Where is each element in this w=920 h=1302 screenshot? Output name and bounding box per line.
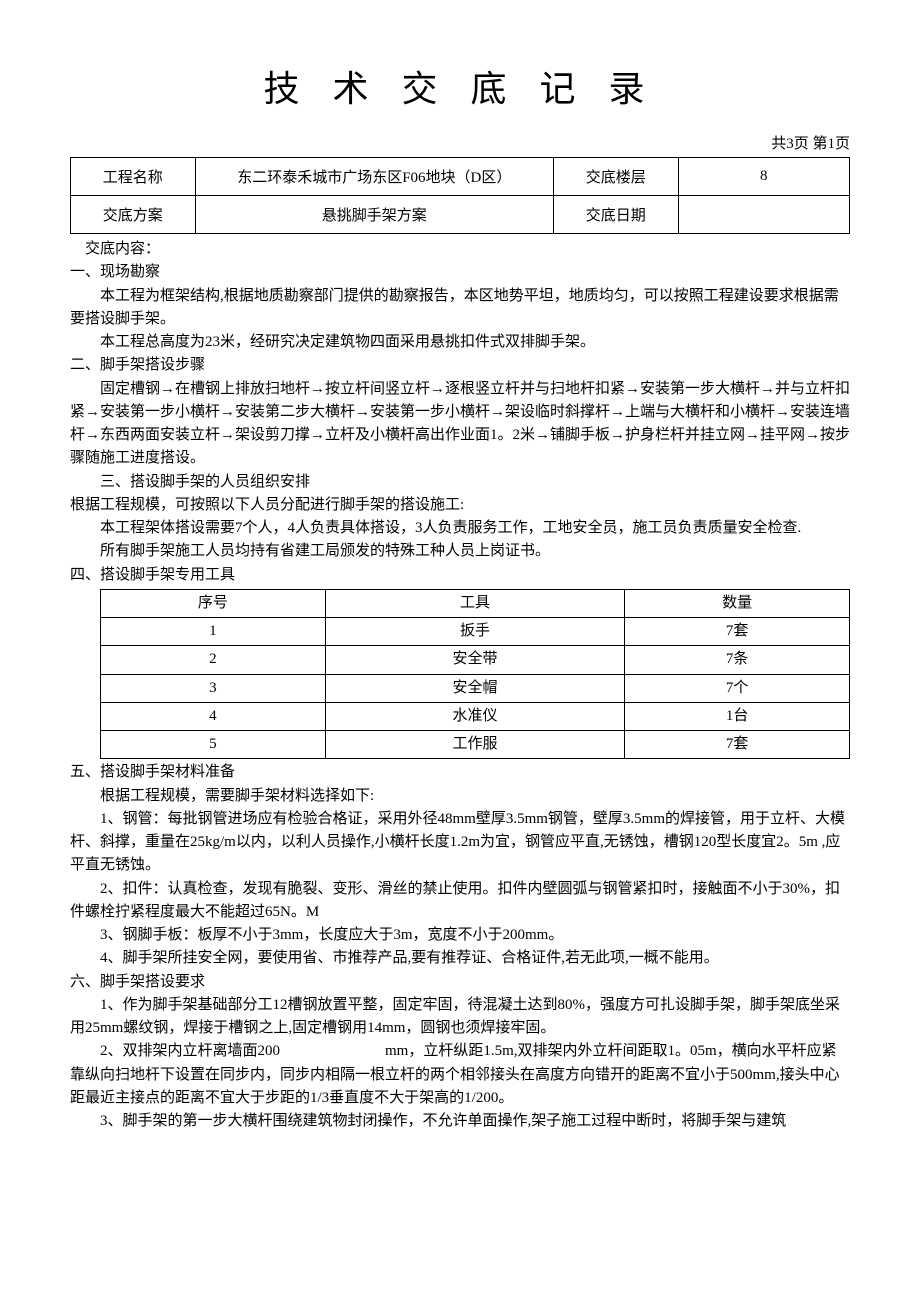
- cell: 2: [101, 646, 326, 674]
- tools-table: 序号 工具 数量 1 扳手 7套 2 安全带 7条 3 安全帽 7个 4 水准仪…: [100, 589, 850, 760]
- content-body: 交底内容： 一、现场勘察 本工程为框架结构,根据地质勘察部门提供的勘察报告，本区…: [70, 238, 850, 1133]
- section-1-p2: 本工程总高度为23米，经研究决定建筑物四面采用悬挑扣件式双排脚手架。: [70, 331, 850, 354]
- tools-h1: 序号: [101, 589, 326, 617]
- cell: 1: [101, 618, 326, 646]
- table-row: 交底方案 悬挑脚手架方案 交底日期: [71, 196, 850, 234]
- cell: 安全带: [325, 646, 625, 674]
- table-row: 序号 工具 数量: [101, 589, 850, 617]
- cell: 3: [101, 674, 326, 702]
- cell: 水准仪: [325, 702, 625, 730]
- date-value: [678, 196, 849, 234]
- section-3-p1: 根据工程规模，可按照以下人员分配进行脚手架的搭设施工:: [70, 494, 850, 517]
- section-6-p1: 1、作为脚手架基础部分工12槽钢放置平整，固定牢固，待混凝土达到80%，强度方可…: [70, 994, 850, 1041]
- cell: 7套: [625, 731, 850, 759]
- date-label: 交底日期: [553, 196, 678, 234]
- floor-label: 交底楼层: [553, 158, 678, 196]
- section-3-p3: 所有脚手架施工人员均持有省建工局颁发的特殊工种人员上岗证书。: [70, 540, 850, 563]
- section-6-p2: 2、双排架内立杆离墙面200 mm，立杆纵距1.5m,双排架内外立杆间距取1。0…: [70, 1040, 850, 1110]
- section-5-p1: 根据工程规模，需要脚手架材料选择如下:: [70, 785, 850, 808]
- cell: 扳手: [325, 618, 625, 646]
- tools-h3: 数量: [625, 589, 850, 617]
- cell: 1台: [625, 702, 850, 730]
- section-5-p5: 4、脚手架所挂安全网，要使用省、市推荐产品,要有推荐证、合格证件,若无此项,一概…: [70, 947, 850, 970]
- cell: 7条: [625, 646, 850, 674]
- section-5-p3: 2、扣件：认真检查，发现有脆裂、变形、滑丝的禁止使用。扣件内壁圆弧与钢管紧扣时，…: [70, 878, 850, 925]
- section-5-title: 五、搭设脚手架材料准备: [70, 761, 850, 784]
- section-2-title: 二、脚手架搭设步骤: [70, 354, 850, 377]
- table-row: 3 安全帽 7个: [101, 674, 850, 702]
- section-3-title: 三、搭设脚手架的人员组织安排: [70, 471, 850, 494]
- floor-value: 8: [678, 158, 849, 196]
- section-1-title: 一、现场勘察: [70, 261, 850, 284]
- table-row: 工程名称 东二环泰禾城市广场东区F06地块（D区） 交底楼层 8: [71, 158, 850, 196]
- section-6-p3: 3、脚手架的第一步大横杆围绕建筑物封闭操作，不允许单面操作,架子施工过程中断时，…: [70, 1110, 850, 1133]
- section-6-title: 六、脚手架搭设要求: [70, 971, 850, 994]
- section-1-p1: 本工程为框架结构,根据地质勘察部门提供的勘察报告，本区地势平坦，地质均匀，可以按…: [70, 285, 850, 332]
- table-row: 5 工作服 7套: [101, 731, 850, 759]
- cell: 7个: [625, 674, 850, 702]
- cell: 工作服: [325, 731, 625, 759]
- doc-title: 技 术 交 底 记 录: [70, 60, 850, 112]
- table-row: 4 水准仪 1台: [101, 702, 850, 730]
- table-row: 1 扳手 7套: [101, 618, 850, 646]
- page-info: 共3页 第1页: [70, 132, 850, 153]
- cell: 4: [101, 702, 326, 730]
- cell: 5: [101, 731, 326, 759]
- table-row: 2 安全带 7条: [101, 646, 850, 674]
- intro-label: 交底内容：: [70, 238, 850, 261]
- section-3-p2: 本工程架体搭设需要7个人，4人负责具体搭设，3人负责服务工作，工地安全员，施工员…: [70, 517, 850, 540]
- plan-label: 交底方案: [71, 196, 196, 234]
- section-4-title: 四、搭设脚手架专用工具: [70, 564, 850, 587]
- plan-value: 悬挑脚手架方案: [195, 196, 553, 234]
- project-name-value: 东二环泰禾城市广场东区F06地块（D区）: [195, 158, 553, 196]
- section-5-p4: 3、钢脚手板：板厚不小于3mm，长度应大于3m，宽度不小于200mm。: [70, 924, 850, 947]
- cell: 安全帽: [325, 674, 625, 702]
- project-name-label: 工程名称: [71, 158, 196, 196]
- header-table: 工程名称 东二环泰禾城市广场东区F06地块（D区） 交底楼层 8 交底方案 悬挑…: [70, 157, 850, 234]
- cell: 7套: [625, 618, 850, 646]
- tools-h2: 工具: [325, 589, 625, 617]
- section-2-p1: 固定槽钢→在槽钢上排放扫地杆→按立杆间竖立杆→逐根竖立杆并与扫地杆扣紧→安装第一…: [70, 378, 850, 471]
- section-5-p2: 1、钢管：每批钢管进场应有检验合格证，采用外径48mm壁厚3.5mm钢管，壁厚3…: [70, 808, 850, 878]
